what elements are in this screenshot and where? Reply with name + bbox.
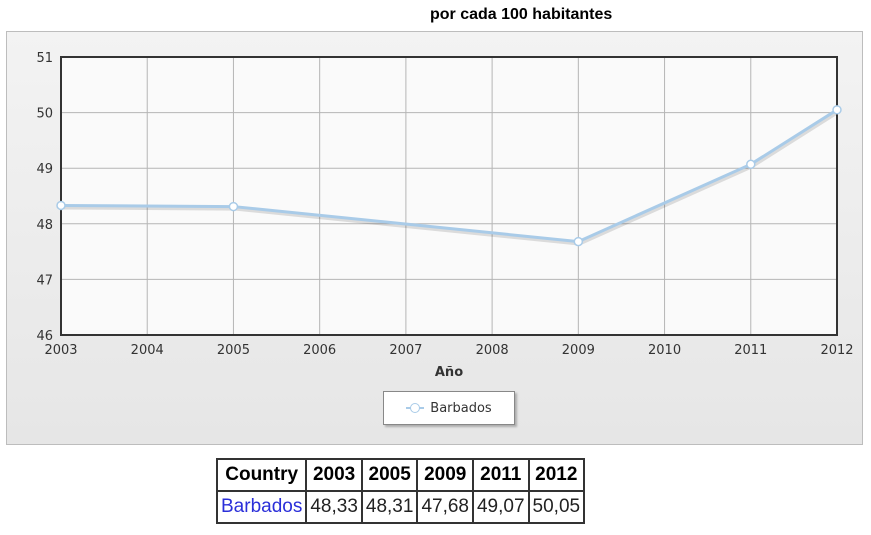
x-axis-label: Año	[435, 365, 463, 380]
x-tick-label: 2004	[131, 343, 164, 358]
x-tick-label: 2007	[389, 343, 422, 358]
x-axis-ticks: 2003 2004 2005 2006 2007 2008 2009 2010 2011 2012	[44, 343, 853, 358]
y-tick-label: 48	[36, 218, 53, 233]
x-tick-label: 2006	[303, 343, 336, 358]
table-cell: 48,31	[360, 490, 419, 524]
country-link[interactable]: Barbados	[215, 490, 308, 524]
table-header: 2011	[471, 458, 530, 492]
plot-border	[60, 56, 838, 336]
table-header: 2012	[527, 458, 586, 492]
data-table: Country 2003 2005 2009 2011 2012 Barbado…	[215, 458, 586, 524]
data-point	[228, 201, 239, 212]
y-tick-label: 46	[36, 329, 53, 344]
x-tick-label: 2011	[734, 343, 767, 358]
plot-area	[61, 57, 837, 335]
table-header: 2005	[360, 458, 419, 492]
legend-label: Barbados	[430, 400, 492, 416]
series-group	[56, 105, 842, 247]
x-tick-label: 2003	[44, 343, 77, 358]
x-tick-label: 2008	[476, 343, 509, 358]
table-header: Country	[215, 458, 308, 492]
legend[interactable]: Barbados	[383, 391, 515, 425]
y-tick-label: 50	[36, 107, 53, 122]
table-header-row: Country 2003 2005 2009 2011 2012	[215, 458, 586, 492]
y-tick-label: 49	[36, 162, 53, 177]
table-cell: 50,05	[527, 490, 586, 524]
x-tick-label: 2010	[648, 343, 681, 358]
y-tick-label: 47	[36, 273, 53, 288]
table-cell: 48,33	[305, 490, 363, 524]
table-cell: 47,68	[416, 490, 474, 524]
x-tick-label: 2012	[820, 343, 853, 358]
y-axis-ticks: 46 47 48 49 50 51	[36, 51, 53, 344]
data-point	[746, 159, 756, 170]
x-tick-label: 2005	[217, 343, 250, 358]
data-point	[573, 236, 584, 247]
table-row: Barbados 48,33 48,31 47,68 49,07 50,05	[215, 490, 586, 524]
chart-title: por cada 100 habitantes	[430, 6, 613, 23]
x-tick-label: 2009	[562, 343, 595, 358]
table-header: 2009	[416, 458, 474, 492]
table-cell: 49,07	[471, 490, 530, 524]
data-point	[56, 200, 66, 211]
y-tick-label: 51	[36, 51, 53, 66]
legend-marker-icon	[406, 403, 425, 413]
data-point	[832, 105, 842, 115]
table-header: 2003	[305, 458, 363, 492]
